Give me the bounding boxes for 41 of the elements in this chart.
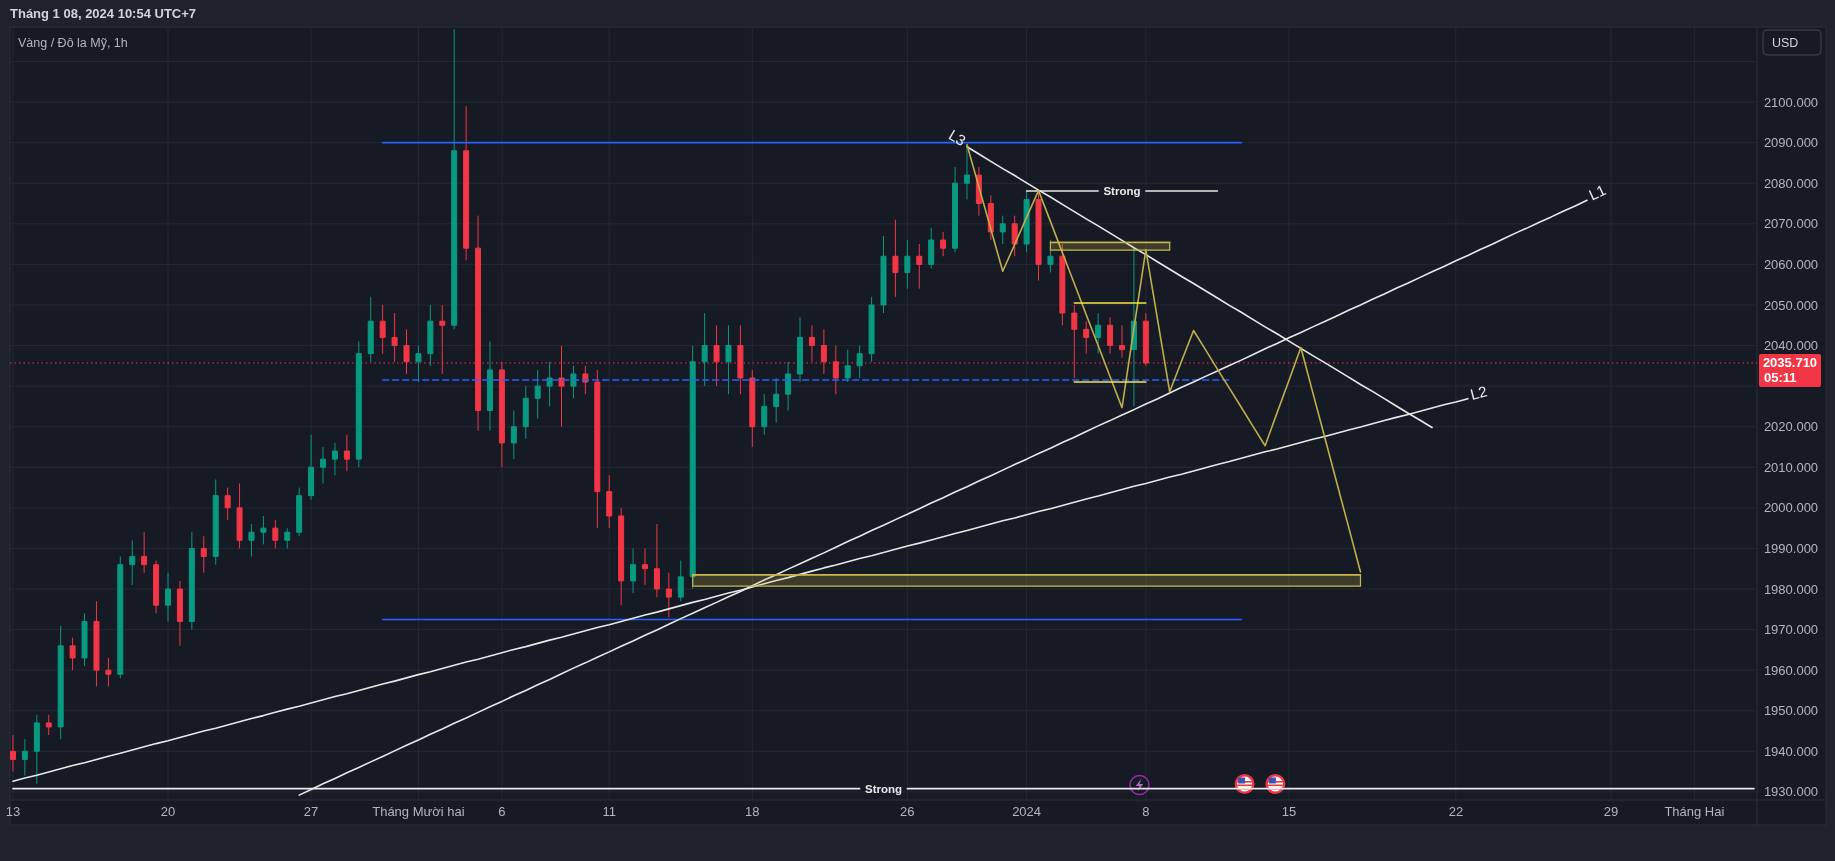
x-tick-label: 18	[745, 804, 760, 819]
y-tick-label: 2000.000	[1763, 500, 1819, 516]
y-axis-title: USD	[1772, 35, 1799, 50]
y-tick-label: 2050.000	[1763, 297, 1819, 313]
x-tick-label: 27	[303, 804, 319, 819]
ref-line-label: 2035.710	[1762, 355, 1818, 371]
y-tick-label: 2090.000	[1763, 135, 1819, 151]
text: L1	[1586, 181, 1609, 204]
x-tick-label: 2024	[1012, 804, 1042, 819]
text: Vàng / Đô la Mỹ, 1h	[18, 36, 128, 50]
y-tick-label: 1930.000	[1763, 784, 1819, 800]
x-tick-label: 29	[1603, 804, 1619, 819]
series-label: Strong	[1103, 184, 1141, 197]
x-tick-label: 11	[602, 804, 616, 819]
y-tick-label: 1980.000	[1763, 581, 1819, 597]
x-tick-label: 13	[5, 804, 21, 819]
text: L3	[945, 126, 969, 150]
x-tick-label: Tháng Mười hai	[372, 804, 465, 819]
y-tick-label: 1970.000	[1763, 622, 1819, 638]
y-tick-label: 2080.000	[1763, 175, 1819, 191]
x-tick-label: 8	[1142, 804, 1150, 819]
y-tick-label: 1960.000	[1763, 662, 1819, 678]
series-label: Strong	[864, 782, 903, 795]
y-tick-label: 2100.000	[1763, 94, 1819, 110]
x-tick-label: 6	[498, 804, 506, 819]
y-tick-label: 2040.000	[1763, 338, 1819, 354]
chart-subtitle: Tháng 1 08, 2024 10:54 UTC+7	[10, 6, 197, 21]
y-tick-label: 1950.000	[1763, 703, 1819, 719]
x-tick-label: 15	[1281, 804, 1297, 819]
y-tick-label: 2020.000	[1763, 419, 1819, 435]
x-tick-label: Tháng Hai	[1664, 804, 1725, 819]
x-tick-label: 20	[160, 804, 176, 819]
x-tick-label: 22	[1448, 804, 1464, 819]
y-tick-label: 2060.000	[1763, 256, 1819, 272]
text: L2	[1468, 382, 1489, 403]
y-tick-label: 1940.000	[1763, 743, 1819, 759]
y-tick-label: 2010.000	[1763, 459, 1819, 475]
x-tick-label: 26	[900, 804, 915, 819]
y-tick-label: 2070.000	[1763, 216, 1819, 232]
text: 05:11	[1764, 370, 1797, 386]
y-tick-label: 1990.000	[1763, 540, 1819, 556]
